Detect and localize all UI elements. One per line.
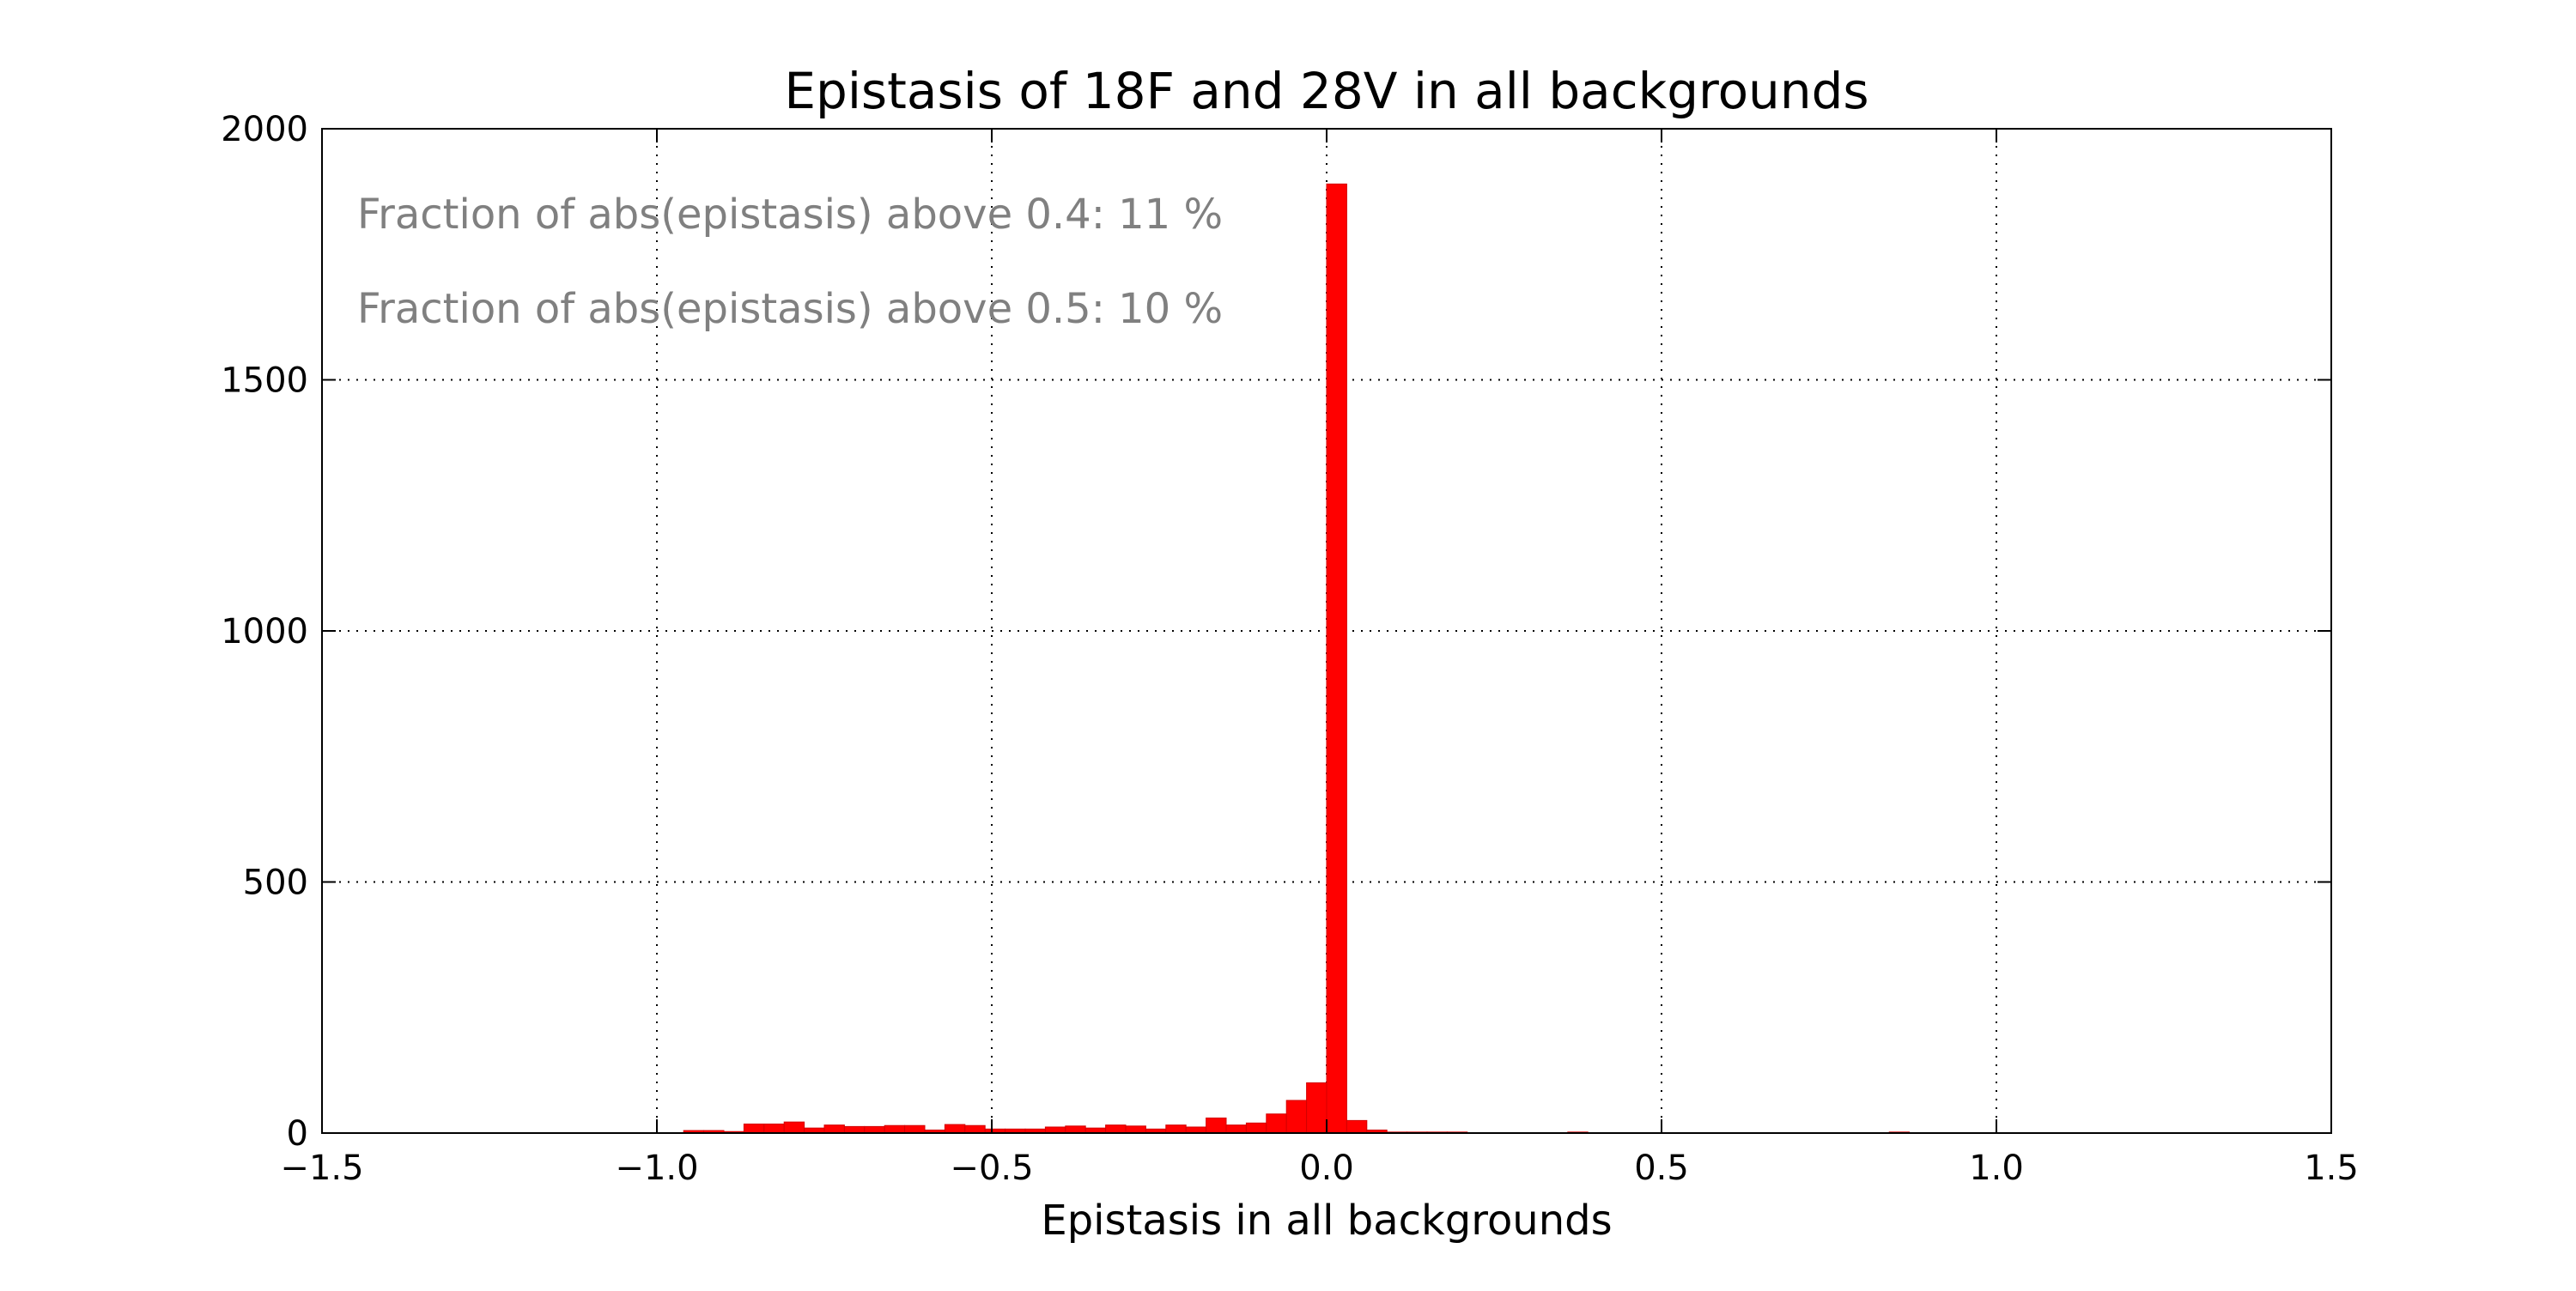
- y-tick-label: 500: [243, 864, 308, 903]
- x-tick-label: 0.0: [1299, 1149, 1354, 1188]
- histogram-bar: [884, 1124, 906, 1134]
- histogram-bar: [1206, 1117, 1227, 1134]
- x-tick-label: 1.0: [1969, 1149, 2024, 1188]
- histogram-bar: [964, 1124, 986, 1134]
- y-tick-label: 1500: [221, 361, 308, 401]
- histogram-bar: [1225, 1124, 1247, 1134]
- x-tick-label: −1.0: [615, 1149, 698, 1188]
- histogram-bars: [683, 183, 1911, 1134]
- histogram-bar: [1346, 1119, 1368, 1134]
- x-tick-label: 1.5: [2304, 1149, 2359, 1188]
- y-tick-label: 0: [287, 1114, 308, 1154]
- histogram-bar: [843, 1125, 866, 1134]
- histogram-bar: [864, 1125, 885, 1134]
- histogram-bar: [1266, 1113, 1287, 1134]
- annotation-fraction-05: Fraction of abs(epistasis) above 0.5: 10…: [357, 285, 1223, 333]
- histogram-bar: [1185, 1126, 1207, 1134]
- annotation-fraction-04: Fraction of abs(epistasis) above 0.4: 11…: [357, 191, 1223, 239]
- axis-ticks: [321, 128, 2332, 1134]
- histogram-bar: [783, 1121, 805, 1134]
- x-tick-label: −0.5: [950, 1149, 1033, 1188]
- histogram-bar: [1326, 183, 1347, 1134]
- histogram-bar: [763, 1123, 785, 1134]
- histogram-bar: [823, 1124, 845, 1134]
- histogram-bar: [904, 1124, 926, 1134]
- y-tick-label: 2000: [221, 110, 308, 149]
- histogram-bar: [1245, 1122, 1267, 1134]
- y-tick-labels: 0 500 1000 1500 2000: [221, 110, 308, 1154]
- histogram-bar: [1065, 1125, 1086, 1134]
- histogram-bar: [1306, 1082, 1327, 1134]
- histogram-bar: [944, 1124, 966, 1134]
- chart-title: Epistasis of 18F and 28V in all backgrou…: [784, 62, 1868, 120]
- x-tick-label: −1.5: [280, 1149, 363, 1188]
- x-tick-labels: −1.5 −1.0 −0.5 0.0 0.5 1.0 1.5: [280, 1149, 2358, 1188]
- y-tick-label: 1000: [221, 612, 308, 652]
- histogram-bar: [1285, 1100, 1308, 1134]
- x-axis-label: Epistasis in all backgrounds: [1041, 1197, 1612, 1245]
- x-tick-label: 0.5: [1634, 1149, 1689, 1188]
- histogram-bar: [1044, 1126, 1066, 1134]
- histogram-bar: [1125, 1125, 1146, 1134]
- histogram-bar: [1105, 1124, 1127, 1134]
- histogram-bar: [1165, 1124, 1187, 1134]
- histogram-bar: [743, 1123, 765, 1134]
